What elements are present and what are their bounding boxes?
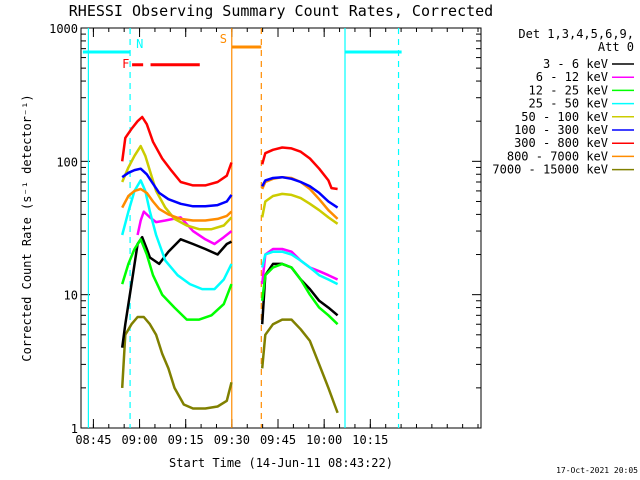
date-stamp: 17-Oct-2021 20:05 xyxy=(556,466,638,475)
series-line-4-segment-0 xyxy=(121,144,233,231)
legend-header-line-1: Det 1,3,4,5,6,9, xyxy=(518,27,634,41)
flag-label-F: F xyxy=(122,57,129,71)
y-axis-label: Corrected Count Rate (s⁻¹ detector⁻¹) xyxy=(20,94,34,361)
series-line-3-segment-1 xyxy=(260,250,339,286)
x-axis-label: Start Time (14-Jun-11 08:43:22) xyxy=(169,456,393,470)
series-line-6-segment-0 xyxy=(120,115,233,187)
legend-label-1: 6 - 12 keV xyxy=(536,70,608,84)
legend-label-5: 100 - 300 keV xyxy=(514,123,608,137)
legend-header-line-2: Att 0 xyxy=(598,40,634,54)
y-tick-label-1: 10 xyxy=(64,289,78,303)
x-tick-label-6: 10:15 xyxy=(352,433,388,447)
x-tick-label-3: 09:30 xyxy=(214,433,250,447)
legend-label-3: 25 - 50 keV xyxy=(529,97,608,111)
series-line-0-segment-0 xyxy=(120,235,233,348)
flag-label-S: S xyxy=(220,32,227,46)
x-tick-label-4: 09:45 xyxy=(260,433,296,447)
legend-label-6: 300 - 800 keV xyxy=(514,136,608,150)
chart-title: RHESSI Observing Summary Count Rates, Co… xyxy=(69,2,493,20)
series-line-3-segment-0 xyxy=(120,179,233,291)
series-line-6-segment-1 xyxy=(260,146,338,191)
legend-label-8: 7000 - 15000 keV xyxy=(492,163,608,177)
series-line-5-segment-1 xyxy=(261,175,339,209)
series-line-2-segment-1 xyxy=(260,262,339,326)
legend-label-7: 800 - 7000 keV xyxy=(507,149,608,163)
legend-label-2: 12 - 25 keV xyxy=(529,83,608,97)
legend-label-4: 50 - 100 keV xyxy=(521,110,608,124)
series-line-4-segment-1 xyxy=(260,192,339,225)
series-line-8-segment-1 xyxy=(260,318,339,414)
series-line-5-segment-0 xyxy=(121,167,233,208)
plot-area: 1 10 100 1000 08:45 09:00 09:15 09:30 09:45 10:00… xyxy=(49,22,482,447)
series-line-2-segment-0 xyxy=(121,238,233,321)
y-tick-label-3: 1000 xyxy=(49,22,78,36)
series-line-8-segment-0 xyxy=(120,315,233,410)
x-tick-label-5: 10:00 xyxy=(306,433,342,447)
legend-label-0: 3 - 6 keV xyxy=(543,57,608,71)
x-tick-label-2: 09:15 xyxy=(168,433,204,447)
series-line-7-segment-0 xyxy=(121,187,233,222)
y-tick-label-2: 100 xyxy=(56,155,78,169)
y-tick-label-0: 1 xyxy=(71,422,78,436)
plot-frame xyxy=(80,27,482,429)
flag-label-N: N xyxy=(136,37,143,51)
x-tick-label-0: 08:45 xyxy=(75,433,111,447)
x-tick-label-1: 09:00 xyxy=(121,433,157,447)
